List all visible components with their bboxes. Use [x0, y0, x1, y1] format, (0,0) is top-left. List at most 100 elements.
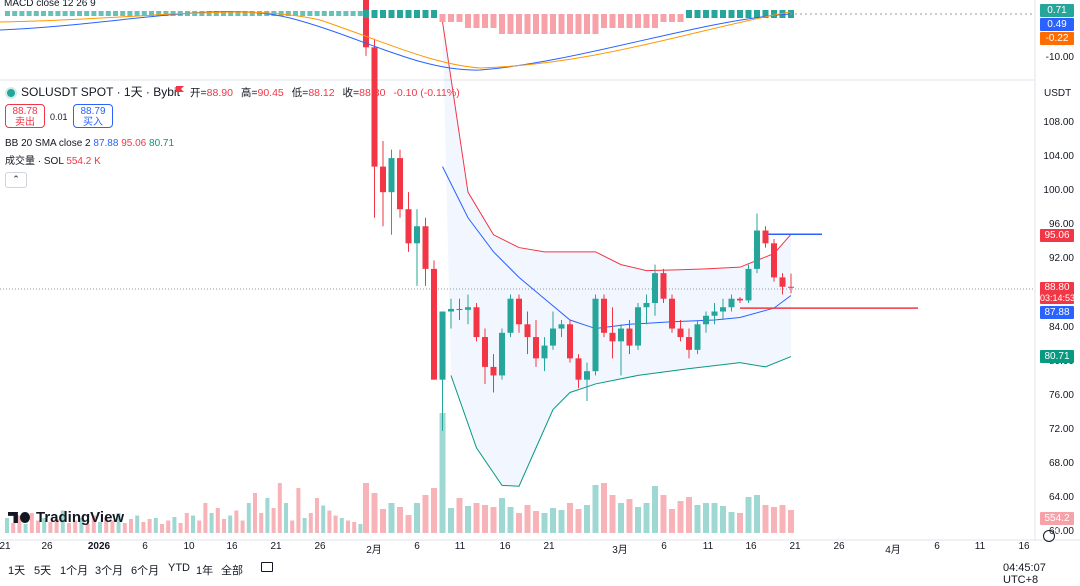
candle-body [448, 308, 454, 312]
volume-bar [380, 509, 386, 533]
bb-basis-tag: 87.88 [1040, 306, 1074, 319]
bb-fill [442, 21, 791, 487]
volume-bar [524, 505, 531, 533]
range-1m[interactable]: 1个月 [60, 565, 89, 577]
candle-body [490, 366, 497, 376]
volume-bar [728, 512, 735, 533]
bb-upper-line [442, 21, 792, 272]
macd-hist-bar [105, 11, 111, 16]
volume-bar [85, 524, 90, 533]
range-1d[interactable]: 1天 [8, 565, 26, 577]
range-ytd[interactable]: YTD [168, 562, 190, 574]
macd-hist-bar [575, 14, 582, 34]
symbol-title[interactable]: SOLUSDT SPOT · 1天 · Bybit [5, 85, 180, 99]
macd-hist-bar [19, 11, 25, 16]
volume-bar [308, 513, 313, 533]
sell-button[interactable]: 88.78 卖出 [5, 104, 45, 128]
volume-bar [363, 483, 369, 533]
chart-canvas[interactable] [0, 0, 1080, 573]
time-tick: 2月 [366, 545, 382, 556]
volume-bar [499, 498, 505, 533]
volume-bar [98, 522, 102, 533]
candle-body [618, 328, 624, 342]
range-1y[interactable]: 1年 [196, 565, 214, 577]
price-tick: 92.00 [1048, 253, 1074, 265]
volume-bar [91, 515, 96, 533]
clock-time[interactable]: 04:45:07 UTC+8 [1003, 562, 1046, 586]
collapse-legend-button[interactable]: ⌃ [5, 172, 27, 188]
macd-hist-bar [336, 11, 342, 16]
volume-bar [669, 509, 675, 533]
volume-bar [321, 505, 326, 533]
time-tick: 26 [833, 541, 845, 552]
volume-bar [315, 498, 319, 533]
macd-hist-bar [499, 14, 505, 34]
volume-bar [626, 499, 633, 533]
macd-hist-bar [55, 11, 61, 16]
flag-icon[interactable] [176, 86, 184, 96]
volume-bar [550, 508, 556, 533]
calendar-icon[interactable] [261, 562, 273, 572]
candle-body [660, 273, 667, 299]
settings-icon[interactable] [1043, 530, 1055, 542]
volume-bar [592, 485, 599, 533]
candle-body [703, 315, 709, 325]
candle-body [473, 307, 480, 338]
macd-hist-bar [199, 11, 205, 16]
range-5d[interactable]: 5天 [34, 565, 52, 577]
macd-legend: MACD close 12 26 9 [4, 0, 96, 9]
macd-hist-bar [242, 11, 248, 16]
time-tick: 11 [974, 541, 986, 552]
volume-bar [346, 520, 350, 533]
spread-value: 0.01 [50, 112, 68, 122]
volume-bar [771, 507, 777, 533]
range-6m[interactable]: 6个月 [131, 565, 160, 577]
macd-hist-bar [473, 14, 480, 28]
candle-body [439, 311, 446, 380]
volume-bar [482, 505, 488, 533]
macd-hist-bar [652, 14, 658, 28]
macd-hist-bar [456, 14, 463, 22]
volume-bar [567, 503, 573, 533]
volume-bar [203, 503, 208, 533]
change-value: -0.10 (-0.11%) [393, 87, 460, 99]
macd-hist-bar [745, 10, 752, 18]
signal-tag: -0.22 [1040, 32, 1074, 45]
range-all[interactable]: 全部 [221, 565, 243, 577]
currency-label[interactable]: USDT [1044, 88, 1072, 99]
candle-body [584, 371, 590, 380]
price-tick: 60.00 [1048, 526, 1074, 538]
macd-hist-bar [257, 11, 262, 16]
volume-bar [694, 505, 701, 533]
time-tick: 16 [745, 541, 757, 552]
volume-legend[interactable]: 成交量 · SOL 554.2 K [5, 156, 101, 167]
volume-value: 554.2 K [66, 156, 101, 167]
range-3m[interactable]: 3个月 [95, 565, 124, 577]
macd-hist-bar [329, 11, 334, 16]
macd-hist-bar [550, 14, 556, 34]
macd-hist-bar [380, 10, 386, 18]
candle-body [771, 243, 777, 278]
candle-body [635, 307, 641, 346]
price-tick: 72.00 [1048, 423, 1074, 435]
volume-bar [129, 519, 133, 533]
price-tick: 64.00 [1048, 492, 1074, 503]
macd-hist-bar [307, 11, 313, 16]
candle-body [482, 337, 488, 367]
volume-bar [352, 522, 357, 533]
macd-hist-bar [405, 10, 412, 18]
buy-button[interactable]: 88.79 买入 [73, 104, 113, 128]
macd-hist-bar [771, 10, 777, 18]
macd-hist-bar [533, 14, 539, 34]
time-tick: 16 [226, 541, 238, 552]
candle-body [388, 158, 395, 193]
time-tick: 6 [414, 541, 420, 552]
bb-legend[interactable]: BB 20 SMA close 2 87.88 95.06 80.71 [5, 138, 175, 149]
macd-hist-bar [120, 11, 126, 16]
macd-hist-bar [84, 11, 90, 16]
macd-hist-bar [737, 10, 743, 18]
macd-hist-bar [694, 10, 701, 18]
candle-body [745, 268, 752, 301]
volume-bar [541, 513, 548, 533]
price-tick: 100.00 [1043, 185, 1074, 197]
